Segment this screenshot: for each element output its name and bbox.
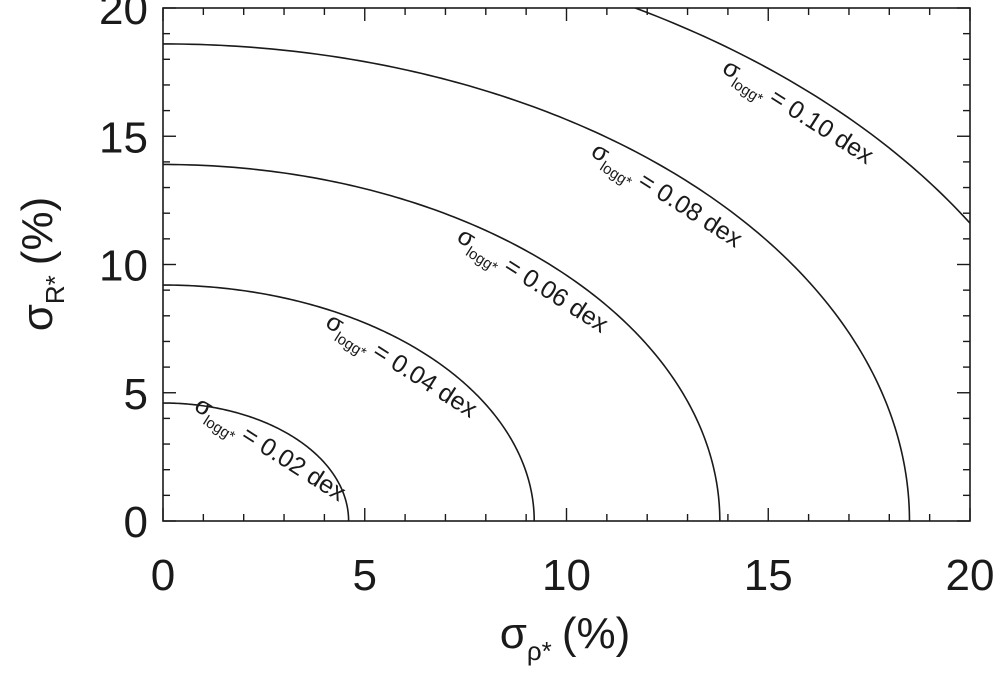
contour-line-1 xyxy=(163,402,350,521)
x-axis-unit: (%) xyxy=(562,609,630,658)
y-axis-title: σR* (%) xyxy=(13,197,70,332)
contour-label-subscript: logg* xyxy=(463,244,501,277)
x-axis-title: σρ* (%) xyxy=(500,609,631,666)
contour-label-1: σlogg*= 0.02 dex xyxy=(187,391,351,512)
contour-label-2: σlogg*= 0.04 dex xyxy=(318,307,482,428)
x-tick-label: 5 xyxy=(353,551,377,600)
x-tick-label: 15 xyxy=(744,551,793,600)
y-tick-label: 15 xyxy=(99,113,148,162)
tick-labels-group: 0 5 10 15 20 0 5 10 15 20 xyxy=(99,0,994,600)
y-axis-unit: (%) xyxy=(13,197,62,265)
contour-label-text: = 0.02 dex xyxy=(237,420,352,507)
x-axis-symbol: σ xyxy=(500,609,527,658)
x-tick-label: 20 xyxy=(946,551,995,600)
contour-label-subscript: logg* xyxy=(728,75,766,108)
x-axis-subscript: ρ* xyxy=(527,636,552,666)
contour-label-4: σlogg*= 0.08 dex xyxy=(584,136,748,257)
contour-label-text: = 0.08 dex xyxy=(633,166,747,253)
y-axis-symbol: σ xyxy=(13,304,62,331)
contour-label-subscript: logg* xyxy=(331,329,369,362)
contour-label-subscript: logg* xyxy=(597,158,635,191)
ticks-group xyxy=(162,7,971,522)
x-tick-label: 10 xyxy=(542,551,591,600)
y-tick-label: 5 xyxy=(124,370,148,419)
contour-label-subscript: logg* xyxy=(200,412,238,445)
contours-group xyxy=(163,8,970,521)
contour-line-3 xyxy=(163,163,721,521)
y-tick-label: 20 xyxy=(99,0,148,34)
contour-line-4 xyxy=(163,43,911,521)
y-axis-subscript: R* xyxy=(40,275,70,304)
contour-label-3: σlogg*= 0.06 dex xyxy=(450,222,614,343)
contour-line-5 xyxy=(633,8,970,225)
contour-label-5: σlogg*= 0.10 dex xyxy=(715,53,879,174)
x-tick-label: 0 xyxy=(151,551,175,600)
contour-label-text: = 0.04 dex xyxy=(368,337,483,424)
y-tick-label: 0 xyxy=(124,498,148,547)
y-tick-label: 10 xyxy=(99,242,148,291)
contour-line-2 xyxy=(163,284,536,521)
contour-label-text: = 0.06 dex xyxy=(499,252,613,339)
